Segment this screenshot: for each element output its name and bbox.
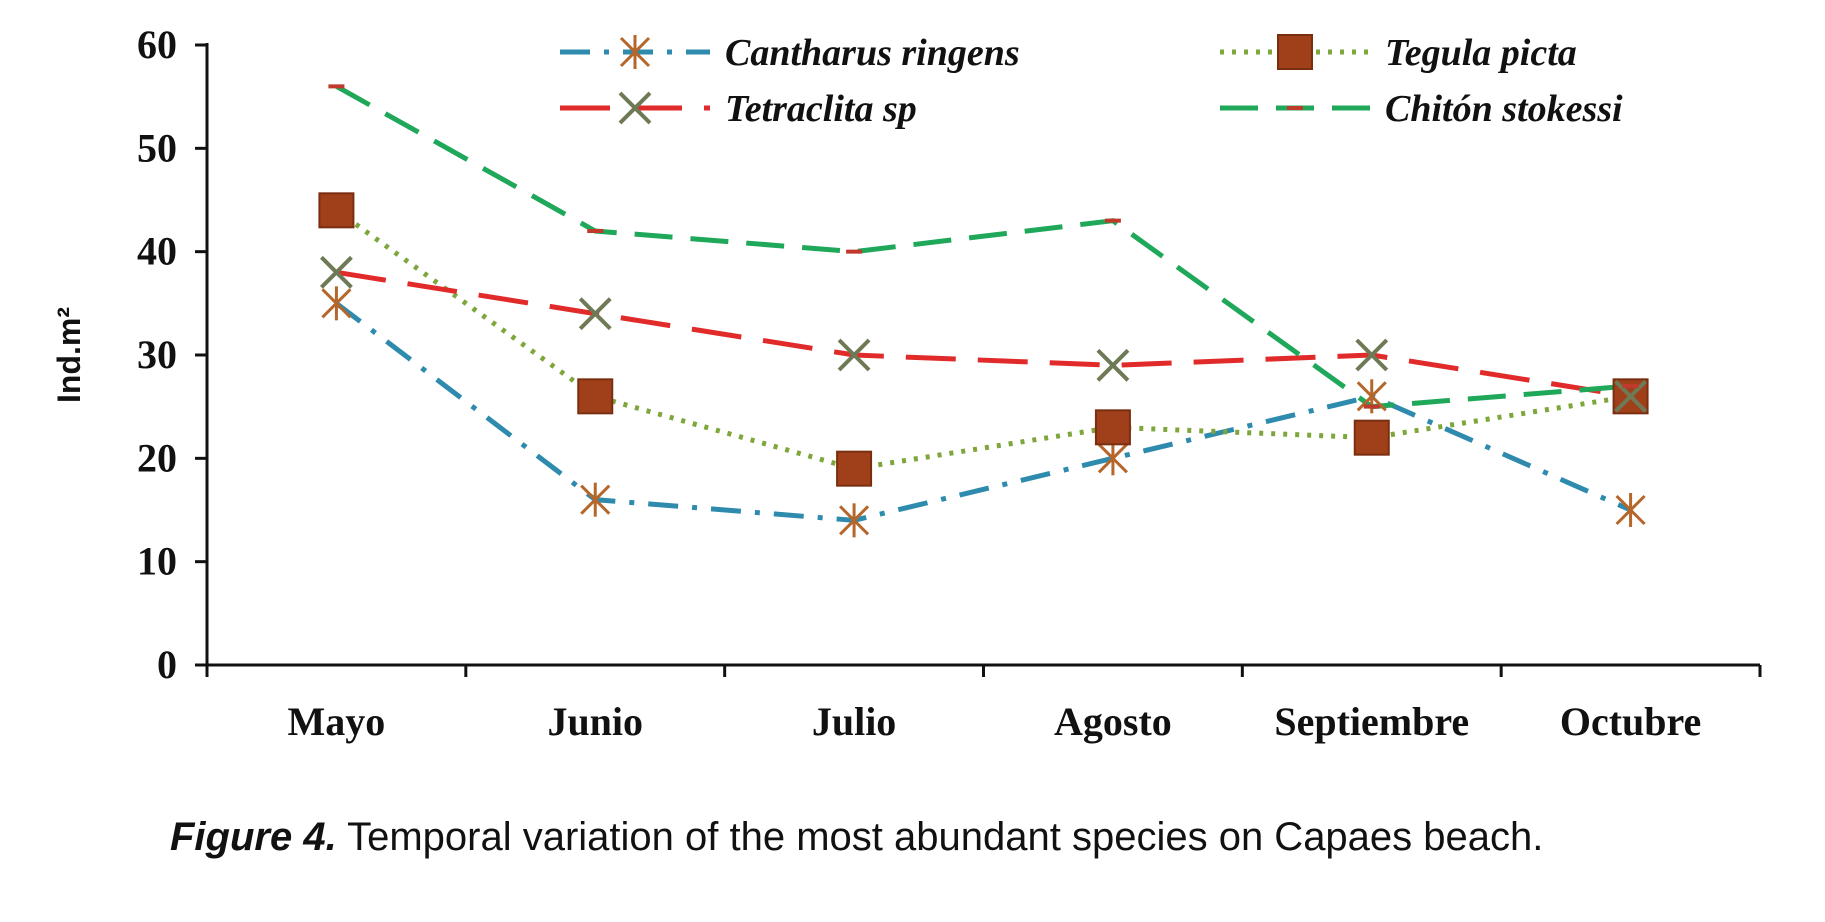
legend-item-tetraclita-sp: Tetraclita sp [560,88,917,130]
series-line-cantharus-ringens [334,301,1632,523]
data-point-tegula-picta [1353,419,1390,456]
y-axis-label: Ind.m² [51,307,87,403]
figure-caption: Figure 4. Temporal variation of the most… [170,815,1790,860]
data-point-tegula-picta [1094,409,1131,446]
data-point-cantharus-ringens [580,482,611,517]
series-line-chit-n-stokessi [335,84,1631,410]
x-tick-label: Junio [547,699,643,744]
data-point-tetraclita-sp [1614,379,1647,413]
data-point-tegula-picta [836,450,873,487]
legend-label: Cantharus ringens [725,32,1020,74]
legend-item-chit-n-stokessi: Chitón stokessi [1220,88,1623,130]
data-point-cantharus-ringens [321,286,352,321]
figure-caption-label: Figure 4. [170,815,337,859]
legend-marker [1277,34,1313,70]
series-line-tetraclita-sp [336,269,1631,399]
data-point-tetraclita-sp [1355,338,1389,372]
x-marker-stroke [837,338,871,372]
y-tick-label: 50 [137,125,177,170]
data-point-tegula-picta [577,378,614,415]
x-marker-stroke [320,255,353,289]
legend-label: Tetraclita sp [725,88,917,130]
y-tick-label: 0 [157,642,177,687]
chart-axes: 0 10 20 30 40 50 60 Mayo Junio Julio Agosto Septiem… [137,22,1762,744]
y-tick-label: 40 [137,229,177,274]
square-marker [1353,419,1390,456]
x-tick-label: Agosto [1054,699,1172,744]
x-marker-stroke [1096,348,1130,382]
x-tick-label: Septiembre [1274,699,1469,744]
legend-label: Chitón stokessi [1385,88,1623,130]
square-marker [577,378,614,415]
x-marker-stroke [1355,338,1389,372]
legend-marker [618,91,652,125]
data-point-tetraclita-sp [1096,348,1130,382]
y-tick-label: 30 [137,332,177,377]
legend-item-cantharus-ringens: Cantharus ringens [560,32,1020,74]
data-point-tetraclita-sp [320,255,353,289]
x-marker-stroke [578,297,612,331]
x-tick-label: Octubre [1560,699,1701,744]
data-point-cantharus-ringens [1615,493,1646,527]
series-markers [318,84,1649,538]
series-lines [334,84,1632,523]
data-point-cantharus-ringens [1097,441,1128,476]
figure-caption-text: Temporal variation of the most abundant … [336,815,1544,859]
x-tick-label: Julio [812,699,896,744]
legend-label: Tegula picta [1385,32,1577,74]
data-point-tegula-picta [318,192,355,229]
x-marker-stroke [1614,379,1647,413]
legend-item-tegula-picta: Tegula picta [1220,32,1577,74]
data-point-tetraclita-sp [837,338,871,372]
legend: Cantharus ringens Tegula picta Tetraclita … [560,32,1623,130]
data-point-cantharus-ringens [839,503,870,538]
legend-marker [619,35,651,69]
y-tick-label: 20 [137,435,177,480]
x-tick-label: Mayo [288,699,386,744]
square-marker [1277,34,1313,70]
y-tick-label: 60 [137,22,177,67]
square-marker [318,192,355,229]
y-tick-label: 10 [137,539,177,584]
data-point-tetraclita-sp [578,297,612,331]
square-marker [1094,409,1131,446]
square-marker [836,450,873,487]
x-marker-stroke [618,91,652,125]
series-line-tegula-picta [334,208,1631,472]
line-chart: 0 10 20 30 40 50 60 Mayo Junio Julio Agosto Septiem… [51,22,1762,744]
